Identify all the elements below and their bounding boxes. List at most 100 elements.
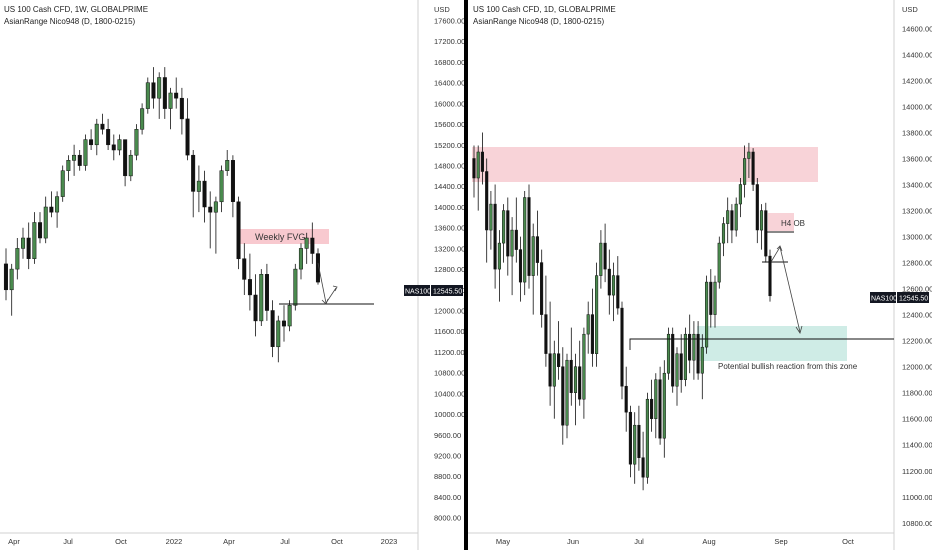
right-candle-body-36 (624, 385, 628, 413)
right-candle-42 (650, 379, 654, 432)
right-candle-body-63 (738, 184, 742, 205)
left-x-tick-2: Oct (115, 537, 128, 546)
left-x-tick-labels[interactable]: Apr Jul Oct 2022 Apr Jul Oct 2023 (8, 537, 397, 546)
left-candle-body-47 (270, 310, 275, 347)
right-demand-level[interactable] (629, 338, 894, 350)
right-candle-64 (743, 145, 747, 198)
right-candle-45 (662, 360, 666, 458)
right-candle-54 (700, 334, 704, 400)
pane-divider[interactable] (464, 0, 468, 550)
right-candle-25 (578, 340, 582, 406)
demand-zone[interactable] (697, 326, 847, 361)
left-candle-50 (287, 300, 292, 332)
left-y-tick-7: 10800.00 (434, 369, 465, 378)
right-candle-49 (679, 334, 683, 393)
left-candle-36 (208, 191, 213, 249)
right-y-tick-labels[interactable]: 10800.00 11000.00 11200.00 11400.00 11600.00… (902, 24, 932, 527)
left-x-tick-0: Apr (8, 537, 20, 546)
left-candle-body-11 (66, 160, 71, 171)
right-candle-60 (726, 197, 730, 244)
right-plot-area[interactable] (468, 0, 894, 533)
right-candle-body-2 (480, 151, 484, 172)
left-candle-body-35 (202, 180, 207, 208)
right-candle-29 (595, 262, 599, 367)
left-candle-55 (315, 248, 320, 285)
right-candle-41 (645, 392, 649, 484)
right-candle-55 (705, 275, 709, 354)
left-y-tick-22: 16800.00 (434, 58, 465, 67)
right-candle-65 (747, 142, 751, 178)
right-y-tick-3: 11400.00 (902, 441, 932, 450)
left-plot-area[interactable] (0, 0, 418, 533)
left-y-tick-20: 16000.00 (434, 99, 465, 108)
left-candle-3 (21, 227, 26, 259)
right-y-tick-15: 13800.00 (902, 129, 932, 138)
right-candle-body-4 (489, 203, 493, 231)
right-candle-31 (603, 223, 607, 283)
left-arrowhead-down (321, 298, 329, 305)
right-y-tick-12: 13200.00 (902, 207, 932, 216)
left-candle-body-17 (100, 123, 105, 130)
right-candle-body-6 (497, 242, 501, 270)
right-y-tick-16: 14000.00 (902, 103, 932, 112)
left-x-tick-4: Apr (223, 537, 235, 546)
right-candle-32 (607, 249, 611, 315)
right-candle-body-54 (700, 346, 704, 374)
right-candle-0 (472, 145, 476, 198)
left-candle-28 (162, 67, 167, 119)
left-candle-body-14 (83, 139, 88, 166)
left-candle-body-10 (60, 170, 65, 197)
right-y-tick-7: 12200.00 (902, 337, 932, 346)
right-x-tick-labels[interactable]: May Jun Jul Aug Sep Oct (496, 537, 855, 546)
daily-supply-zone[interactable] (472, 147, 818, 182)
left-candle-20 (117, 134, 122, 156)
left-y-tick-labels[interactable]: 8000.00 8400.00 8800.00 9200.00 9600.00 10000… (434, 17, 465, 523)
left-candle-body-0 (3, 263, 8, 291)
right-candle-5 (493, 184, 497, 289)
left-candle-body-26 (151, 82, 156, 99)
right-candle-43 (654, 373, 658, 439)
right-y-tick-0: 10800.00 (902, 519, 932, 528)
right-x-tick-2: Jul (634, 537, 644, 546)
left-candle-body-36 (208, 206, 213, 213)
right-candle-body-57 (713, 281, 717, 315)
h4-ob-zone[interactable] (768, 213, 794, 231)
left-candle-16 (94, 118, 99, 156)
right-currency-label: USD (902, 5, 918, 14)
left-candle-body-27 (157, 77, 162, 99)
right-candle-body-58 (717, 242, 721, 283)
left-candle-body-50 (287, 305, 292, 327)
left-candle-14 (83, 134, 88, 171)
left-candle-39 (225, 150, 230, 176)
right-candle-3 (485, 158, 489, 263)
left-candle-42 (242, 243, 247, 295)
right-candle-14 (531, 223, 535, 315)
left-candle-body-46 (264, 274, 269, 311)
right-candle-body-37 (628, 411, 632, 465)
right-candle-body-1 (476, 151, 480, 179)
left-y-tick-12: 12800.00 (434, 265, 465, 274)
right-candle-body-28 (590, 314, 594, 354)
right-candle-body-11 (518, 249, 523, 283)
right-candle-57 (713, 275, 717, 328)
left-candle-49 (281, 305, 286, 342)
left-candle-body-45 (259, 274, 264, 322)
left-candle-35 (202, 170, 207, 223)
left-price-tag-text: 12545.50 (433, 289, 462, 296)
right-candle-body-51 (688, 333, 692, 361)
right-candle-body-30 (599, 242, 603, 276)
right-candle-18 (548, 301, 552, 406)
right-y-tick-2: 11200.00 (902, 467, 932, 476)
left-candle-11 (66, 155, 71, 182)
right-candle-body-39 (637, 424, 641, 458)
right-candle-body-3 (485, 171, 489, 231)
right-y-tick-5: 11800.00 (902, 389, 932, 398)
right-candle-body-64 (743, 158, 747, 185)
right-candle-body-38 (633, 424, 637, 465)
left-candle-body-42 (242, 258, 247, 280)
right-candle-1 (476, 145, 480, 211)
left-candle-25 (145, 77, 150, 114)
right-candle-28 (590, 288, 594, 367)
left-candle-body-48 (276, 320, 281, 348)
left-candle-34 (196, 165, 201, 213)
